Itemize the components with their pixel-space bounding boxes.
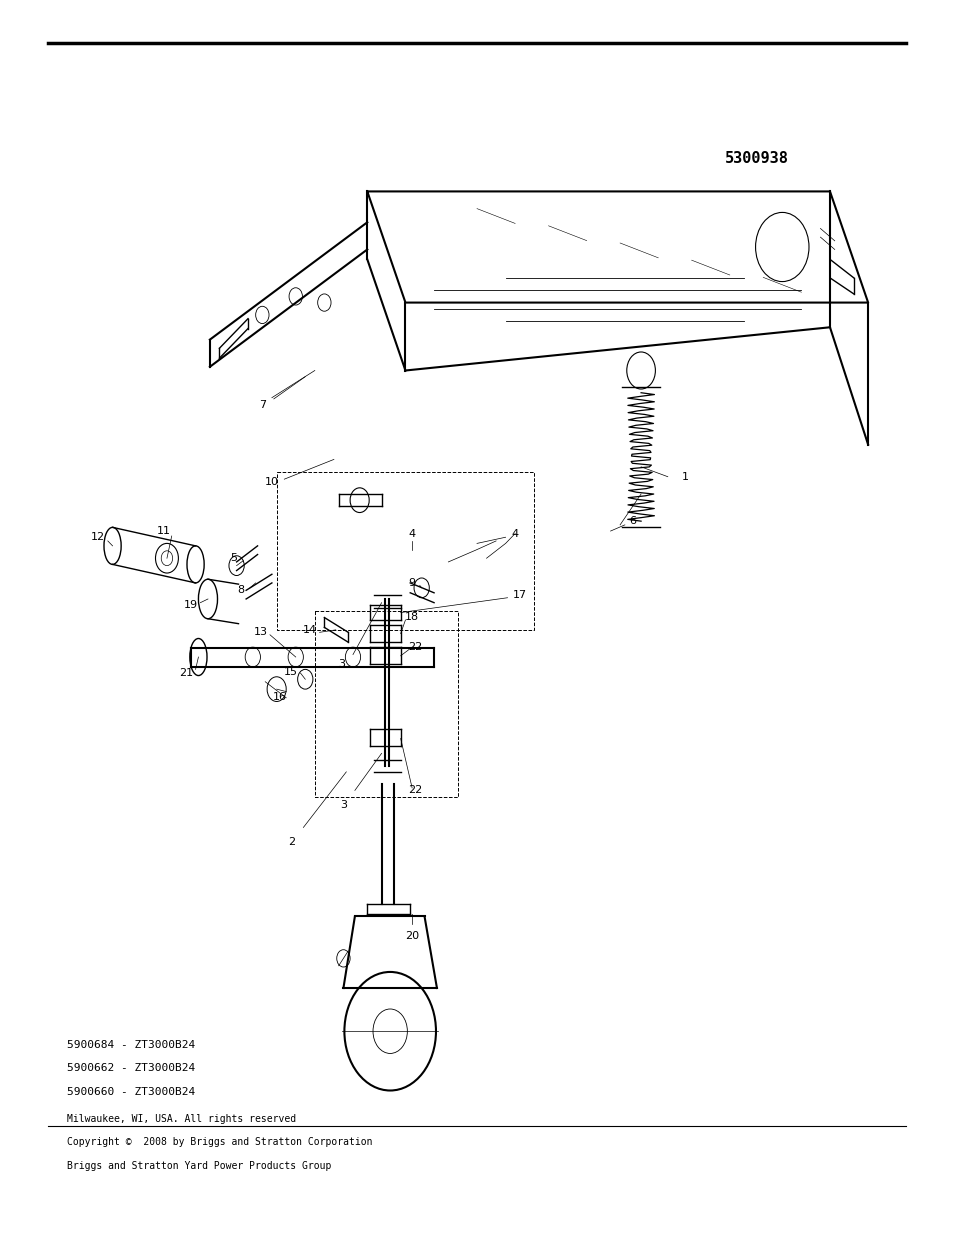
- Text: 6: 6: [628, 516, 636, 526]
- Text: Milwaukee, WI, USA. All rights reserved: Milwaukee, WI, USA. All rights reserved: [67, 1114, 295, 1124]
- Text: 5300938: 5300938: [724, 151, 788, 165]
- Text: 5900684 - ZT3000B24: 5900684 - ZT3000B24: [67, 1040, 194, 1050]
- Text: 21: 21: [179, 668, 193, 678]
- Text: 3: 3: [339, 800, 347, 810]
- Text: 11: 11: [157, 526, 171, 536]
- Text: 4: 4: [511, 529, 518, 538]
- Text: 4: 4: [408, 529, 416, 538]
- Text: 17: 17: [513, 590, 526, 600]
- Text: Briggs and Stratton Yard Power Products Group: Briggs and Stratton Yard Power Products …: [67, 1161, 331, 1171]
- Text: 9: 9: [408, 578, 416, 588]
- Text: 16: 16: [273, 692, 286, 701]
- Text: 20: 20: [405, 931, 418, 941]
- Text: 8: 8: [236, 585, 244, 595]
- Text: 5: 5: [230, 553, 237, 563]
- Text: 22: 22: [408, 785, 421, 795]
- Text: 3: 3: [337, 659, 345, 669]
- Text: 19: 19: [184, 600, 197, 610]
- Text: 13: 13: [253, 627, 267, 637]
- Text: 10: 10: [265, 477, 278, 487]
- Text: 7: 7: [258, 400, 266, 410]
- Text: 12: 12: [91, 532, 105, 542]
- Text: 2: 2: [288, 837, 295, 847]
- Text: 18: 18: [405, 613, 418, 622]
- Text: 1: 1: [680, 472, 688, 482]
- Text: 22: 22: [408, 642, 421, 652]
- Text: 14: 14: [303, 625, 316, 635]
- Text: 5900662 - ZT3000B24: 5900662 - ZT3000B24: [67, 1063, 194, 1073]
- Text: Copyright ©  2008 by Briggs and Stratton Corporation: Copyright © 2008 by Briggs and Stratton …: [67, 1137, 372, 1147]
- Text: 5900660 - ZT3000B24: 5900660 - ZT3000B24: [67, 1087, 194, 1097]
- Text: 15: 15: [284, 667, 297, 677]
